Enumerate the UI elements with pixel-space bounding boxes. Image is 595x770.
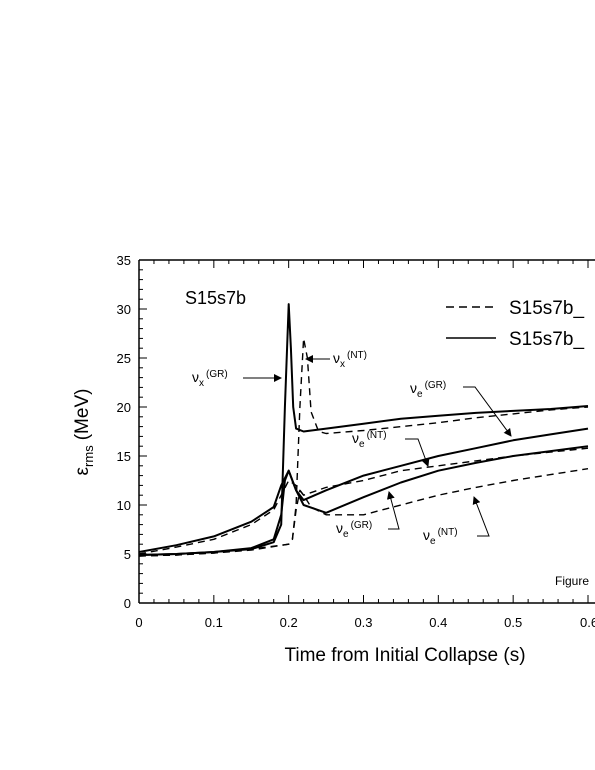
annotation-nux-gr: νx(GR) [192,369,282,389]
svg-text:νx(NT): νx(NT) [333,350,367,370]
y-axis-title: εrms (MeV) [72,389,96,476]
series-line-dashed-3 [139,447,589,555]
annotation-arrow [472,496,490,537]
y-tick-label: 0 [124,596,131,611]
panel-label: S15s7b [185,288,246,308]
annotation-main: ν [423,527,430,543]
svg-text:νe(GR): νe(GR) [336,520,372,540]
annotation-tag: (GR) [351,520,373,531]
legend: S15s7b_ S15s7b_ [446,298,584,350]
y-axis-symbol: ε [72,466,93,475]
series-line-solid-4 [139,445,589,556]
annotation-nue-gr-lower: νe(GR) [336,491,400,540]
annotation-arrow [405,438,430,467]
y-tick-label: 30 [117,302,131,317]
series-line-solid-2 [139,427,589,553]
y-tick-label: 25 [117,351,131,366]
annotation-sub: e [417,389,423,400]
legend-label-solid: S15s7b_ [509,329,584,350]
x-tick-label: 0 [135,615,142,630]
series-line-solid-0 [139,303,589,556]
series-line-dashed-5 [139,468,589,557]
annotation-arrow [463,386,512,437]
annotation-tag: (NT) [347,350,367,361]
annotation-nue-gr-upper: νe(GR) [410,380,512,437]
y-axis-subscript: rms [81,445,96,467]
svg-text:νe(NT): νe(NT) [423,527,458,547]
annotation-tag: (GR) [206,369,228,380]
annotation-main: ν [333,350,340,366]
y-tick-label: 35 [117,253,131,268]
annotation-arrow [386,491,400,530]
y-tick-label: 15 [117,449,131,464]
x-tick-label: 0.5 [504,615,522,630]
x-tick-label: 0.2 [280,615,298,630]
annotation-sub: x [340,359,345,370]
svg-text:νe(NT): νe(NT) [352,430,387,450]
svg-text:νe(GR): νe(GR) [410,380,446,400]
axes-layer: 0 0.1 0.2 0.3 0.4 0.5 0.6 0 5 10 15 20 25 30 35 [117,253,595,630]
annotation-nue-nt-upper: νe(NT) [352,430,430,467]
annotation-nue-nt-lower: νe(NT) [423,496,490,547]
x-tick-label: 0.6 [580,615,595,630]
annotation-sub: x [199,378,204,389]
annotation-sub: e [359,439,365,450]
annotation-nux-nt: νx(NT) [305,350,367,370]
x-tick-label: 0.3 [354,615,372,630]
x-tick-label: 0.4 [429,615,447,630]
y-tick-label: 20 [117,400,131,415]
annotation-tag: (NT) [367,430,387,441]
y-tick-label: 5 [124,547,131,562]
x-axis-title: Time from Initial Collapse (s) [284,645,525,666]
annotation-main: ν [352,430,359,446]
series-line-dashed-1 [139,337,589,557]
annotation-tag: (NT) [438,527,458,538]
svg-text:νx(GR): νx(GR) [192,369,228,389]
annotation-main: ν [410,380,417,396]
figure-label: Figure [555,574,589,588]
y-tick-label: 10 [117,498,131,513]
annotation-main: ν [192,369,199,385]
legend-label-dashed: S15s7b_ [509,298,584,319]
annotation-sub: e [343,529,349,540]
x-tick-label: 0.1 [205,615,223,630]
annotation-main: ν [336,520,343,536]
series-layer [139,303,589,557]
y-axis-unit: (MeV) [72,389,93,441]
annotation-sub: e [430,536,436,547]
annotation-tag: (GR) [425,380,447,391]
